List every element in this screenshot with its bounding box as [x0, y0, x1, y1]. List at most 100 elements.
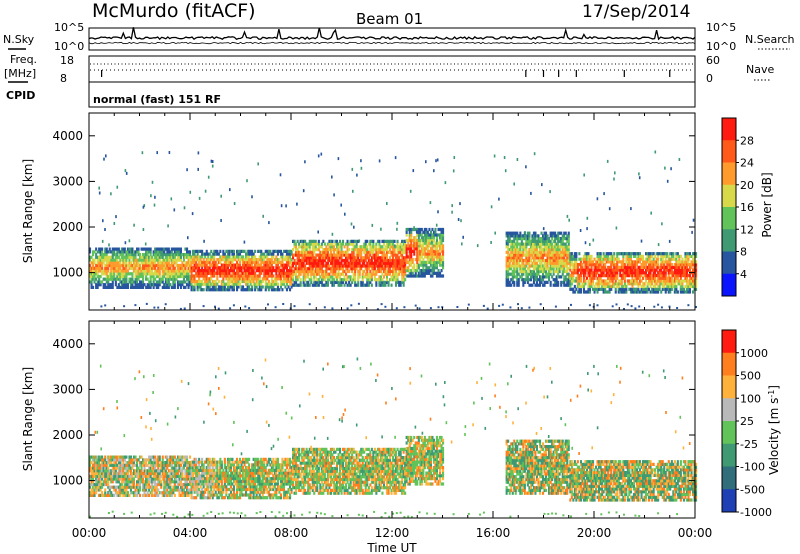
- power-echo-cell: [635, 271, 638, 275]
- power-echo-cell: [98, 250, 101, 254]
- power-echo-cell: [337, 258, 340, 263]
- power-echo-cell: [105, 258, 108, 262]
- power-echo-cell: [305, 245, 308, 249]
- power-echo-cell: [651, 290, 654, 294]
- power-echo-cell: [99, 253, 102, 257]
- power-echo-cell: [255, 279, 258, 284]
- power-echo-cell: [440, 263, 443, 267]
- power-echo-cell: [323, 278, 326, 282]
- power-echo-cell: [337, 248, 340, 252]
- power-echo-cell: [560, 283, 563, 287]
- power-echo-cell: [132, 250, 135, 254]
- power-echo-cell: [389, 248, 392, 252]
- power-echo-cell: [161, 285, 164, 289]
- power-echo-cell: [569, 282, 572, 286]
- power-colorbar-segment: [722, 251, 736, 275]
- power-echo-cell: [258, 277, 261, 281]
- power-echo-cell: [140, 258, 143, 262]
- power-echo-cell: [354, 264, 357, 268]
- power-echo-cell: [407, 244, 410, 248]
- power-echo-cell: [413, 263, 416, 267]
- power-echo-cell: [328, 275, 331, 279]
- power-echo-cell: [308, 245, 311, 249]
- power-echo-cell: [582, 271, 585, 275]
- power-echo-cell: [413, 244, 416, 248]
- power-echo-cell: [516, 237, 519, 241]
- power-echo-cell: [299, 264, 302, 268]
- power-echo-cell: [410, 252, 413, 256]
- power-echo-cell: [661, 263, 664, 267]
- power-echo-cell: [522, 283, 525, 287]
- power-echo-cell: [214, 252, 217, 256]
- power-echo-cell: [231, 252, 234, 256]
- power-echo-cell: [605, 254, 608, 258]
- power-echo-cell: [298, 264, 301, 268]
- power-echo-cell: [657, 265, 660, 269]
- power-echo-cell: [607, 274, 610, 278]
- power-echo-cell: [199, 258, 202, 262]
- power-echo-cell: [245, 252, 248, 256]
- power-echo-cell: [337, 275, 340, 279]
- power-echo-cell: [588, 290, 591, 294]
- power-echo-cell: [95, 263, 98, 268]
- power-echo-cell: [529, 283, 532, 287]
- power-echo-cell: [110, 263, 113, 268]
- power-echo-cell: [317, 283, 320, 287]
- power-echo-cell: [342, 242, 345, 246]
- power-echo-cell: [225, 282, 228, 286]
- power-echo-cell: [602, 257, 605, 261]
- power-echo-cell: [588, 257, 591, 261]
- power-echo-cell: [114, 266, 117, 270]
- power-echo-cell: [570, 252, 573, 256]
- power-echo-cell: [513, 234, 516, 238]
- power-echo-cell: [304, 283, 307, 287]
- power-colorbar-segment: [722, 184, 736, 208]
- power-echo-cell: [692, 290, 695, 294]
- power-echo-cell: [169, 255, 172, 259]
- power-echo-cell: [416, 227, 419, 232]
- power-echo-cell: [305, 248, 308, 252]
- power-echo-cell: [213, 269, 216, 273]
- power-echo-cell: [508, 248, 511, 252]
- power-echo-cell: [405, 269, 408, 273]
- power-echo-cell: [405, 238, 408, 243]
- power-echo-cell: [690, 263, 693, 267]
- power-echo-cell: [240, 269, 243, 273]
- power-echo-cell: [214, 285, 217, 289]
- power-echo-cell: [517, 272, 520, 276]
- power-echo-cell: [299, 250, 302, 254]
- power-echo-cell: [93, 277, 96, 281]
- power-echo-cell: [184, 285, 187, 289]
- power-echo-cell: [98, 283, 101, 287]
- power-echo-cell: [625, 268, 628, 272]
- power-echo-cell: [599, 287, 602, 291]
- power-echo-cell: [410, 274, 413, 278]
- power-echo-cell: [90, 274, 93, 279]
- power-echo-cell: [528, 237, 531, 241]
- power-echo-cell: [364, 245, 367, 249]
- power-echo-cell: [531, 256, 534, 260]
- power-echo-cell: [152, 285, 155, 289]
- power-echo-cell: [105, 272, 108, 276]
- power-echo-cell: [613, 276, 616, 280]
- power-echo-cell: [208, 258, 211, 262]
- power-echo-cell: [387, 239, 390, 243]
- power-echo-cell: [361, 269, 364, 274]
- power-echo-cell: [632, 263, 635, 267]
- power-echo-cell: [385, 242, 388, 246]
- power-echo-cell: [335, 264, 338, 268]
- power-echo-cell: [516, 264, 519, 268]
- power-echo-cell: [146, 250, 149, 254]
- power-echo-cell: [372, 264, 375, 268]
- power-echo-cell: [358, 261, 361, 265]
- power-echo-cell: [667, 265, 670, 269]
- power-echo-cell: [655, 257, 658, 261]
- power-echo-cell: [154, 283, 157, 287]
- power-echo-cell: [548, 237, 551, 241]
- power-echo-cell: [516, 245, 519, 249]
- power-echo-cell: [679, 254, 682, 258]
- power-echo-cell: [304, 267, 307, 271]
- power-echo-cell: [181, 269, 184, 273]
- power-echo-cell: [354, 261, 357, 265]
